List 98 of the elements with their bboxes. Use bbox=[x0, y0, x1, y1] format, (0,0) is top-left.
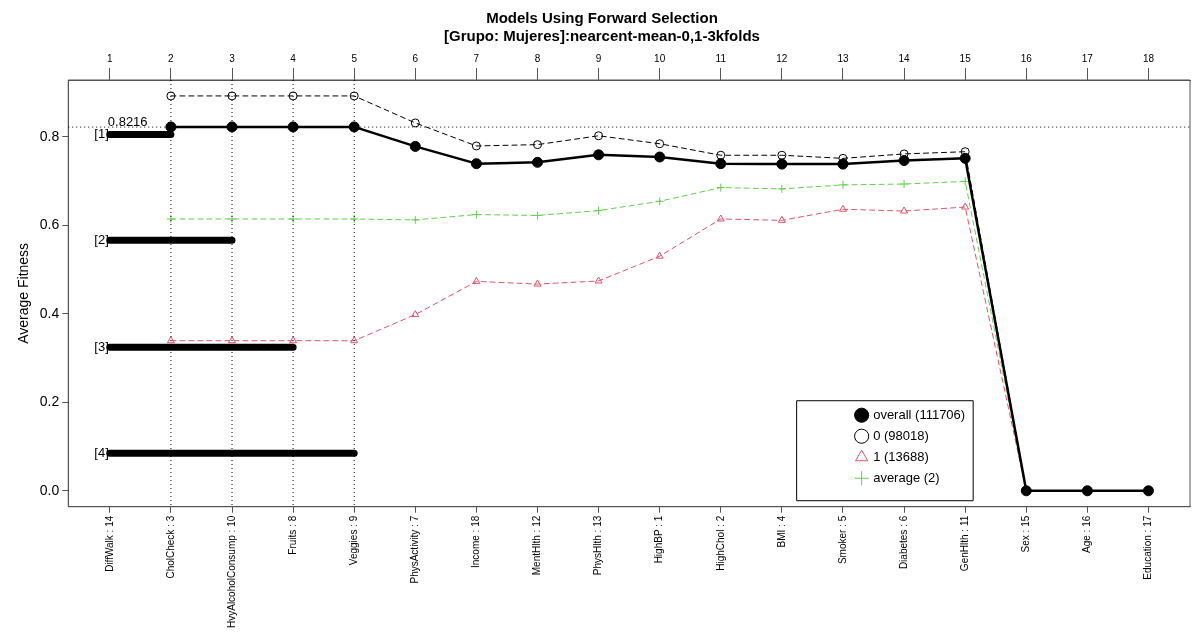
x-tick-label: Age : 16 bbox=[1081, 515, 1093, 553]
x2-tick-label: 11 bbox=[715, 52, 727, 64]
x2-tick-label: 16 bbox=[1020, 52, 1033, 64]
point bbox=[715, 158, 727, 170]
point bbox=[655, 251, 664, 259]
x-tick-label: MentHlth : 12 bbox=[531, 515, 543, 576]
x2-tick-label: 1 bbox=[107, 52, 114, 64]
point bbox=[900, 206, 909, 214]
point bbox=[166, 336, 175, 344]
point bbox=[776, 158, 788, 170]
x2-tick-label: 13 bbox=[837, 52, 849, 64]
point bbox=[471, 210, 481, 220]
point bbox=[594, 131, 604, 141]
x2-tick-label: 7 bbox=[473, 52, 480, 64]
point bbox=[716, 183, 726, 193]
point bbox=[411, 310, 420, 318]
x2-tick-label: 18 bbox=[1142, 52, 1155, 64]
point bbox=[898, 155, 910, 167]
x2-tick-label: 12 bbox=[776, 52, 788, 64]
point bbox=[471, 141, 481, 151]
y-tick-label: 0.4 bbox=[39, 304, 60, 321]
point bbox=[716, 150, 726, 160]
point bbox=[350, 336, 359, 344]
x2-tick-label: 9 bbox=[595, 52, 602, 64]
point bbox=[228, 336, 236, 344]
legend-label: 1 (13688) bbox=[873, 448, 929, 464]
y-tick-label: 0.6 bbox=[39, 216, 60, 233]
x-tick-label: HighBP : 1 bbox=[653, 515, 665, 564]
x2-tick-label: 10 bbox=[654, 52, 666, 64]
point bbox=[777, 184, 787, 194]
x-tick-label: PhysActivity : 7 bbox=[409, 515, 421, 584]
x2-tick-label: 4 bbox=[290, 52, 297, 64]
x2-tick-label: 14 bbox=[898, 52, 911, 64]
ref-line-label: 0.8216 bbox=[107, 114, 148, 130]
chart-title: Models Using Forward Selection bbox=[486, 9, 718, 27]
point bbox=[839, 204, 847, 212]
point bbox=[227, 91, 237, 101]
x-tick-label: PhysHlth : 13 bbox=[592, 515, 604, 576]
point bbox=[410, 215, 420, 225]
point bbox=[655, 139, 665, 149]
point bbox=[777, 150, 787, 160]
y-axis-title: Average Fitness bbox=[15, 242, 32, 344]
x-tick-label: Smoker : 5 bbox=[836, 515, 848, 565]
x-tick-label: HvyAlcoholConsump : 10 bbox=[225, 515, 237, 629]
x2-tick-label: 2 bbox=[168, 52, 175, 64]
point bbox=[288, 91, 298, 101]
point bbox=[533, 279, 542, 287]
point bbox=[654, 151, 666, 163]
point bbox=[838, 180, 848, 190]
x-tick-label: Veggies : 9 bbox=[347, 515, 359, 566]
point bbox=[777, 215, 786, 223]
point bbox=[349, 214, 359, 224]
point bbox=[959, 152, 971, 164]
point bbox=[532, 140, 542, 150]
x2-tick-label: 8 bbox=[534, 52, 541, 64]
legend-label: average (2) bbox=[873, 469, 940, 485]
point bbox=[166, 91, 176, 101]
y-tick-label: 0.2 bbox=[39, 393, 60, 410]
x-tick-label: Diabetes : 6 bbox=[897, 515, 909, 570]
x-tick-label: DiffWalk : 14 bbox=[103, 515, 115, 572]
x-tick-label: Fruits : 8 bbox=[286, 515, 298, 555]
x-tick-label: Sex : 15 bbox=[1020, 515, 1032, 553]
point bbox=[594, 276, 603, 284]
x-tick-label: GenHlth : 11 bbox=[958, 515, 970, 572]
x2-tick-label: 17 bbox=[1081, 52, 1094, 64]
point bbox=[288, 214, 298, 224]
x-tick-label: Education : 17 bbox=[1142, 515, 1154, 580]
x2-tick-label: 3 bbox=[229, 52, 236, 64]
point bbox=[409, 140, 421, 152]
point bbox=[593, 149, 605, 161]
point bbox=[531, 156, 543, 168]
x-tick-label: Income : 18 bbox=[470, 515, 482, 568]
point bbox=[837, 158, 849, 170]
point bbox=[470, 158, 482, 170]
point bbox=[594, 206, 604, 216]
point bbox=[961, 202, 970, 210]
y-tick-label: 0.8 bbox=[39, 127, 60, 144]
x2-tick-label: 15 bbox=[959, 52, 972, 64]
point bbox=[716, 214, 725, 222]
point bbox=[166, 214, 176, 224]
point bbox=[532, 210, 542, 220]
point bbox=[472, 276, 481, 284]
point bbox=[410, 118, 420, 128]
point bbox=[349, 91, 359, 101]
legend-label: overall (111706) bbox=[873, 406, 966, 422]
x-tick-label: CholCheck : 3 bbox=[164, 515, 176, 579]
point bbox=[655, 196, 665, 206]
x-tick-label: HighChol : 2 bbox=[714, 515, 726, 571]
y-tick-label: 0.0 bbox=[39, 481, 60, 498]
point bbox=[227, 214, 237, 224]
x2-tick-label: 6 bbox=[412, 52, 419, 64]
point bbox=[348, 121, 360, 133]
legend-label: 0 (98018) bbox=[873, 427, 929, 443]
x2-tick-label: 5 bbox=[351, 52, 358, 64]
x-tick-label: BMI : 4 bbox=[775, 515, 787, 548]
chart-subtitle: [Grupo: Mujeres]:nearcent-mean-0,1-3kfolds bbox=[444, 27, 760, 45]
point bbox=[289, 336, 298, 344]
point bbox=[899, 179, 909, 189]
